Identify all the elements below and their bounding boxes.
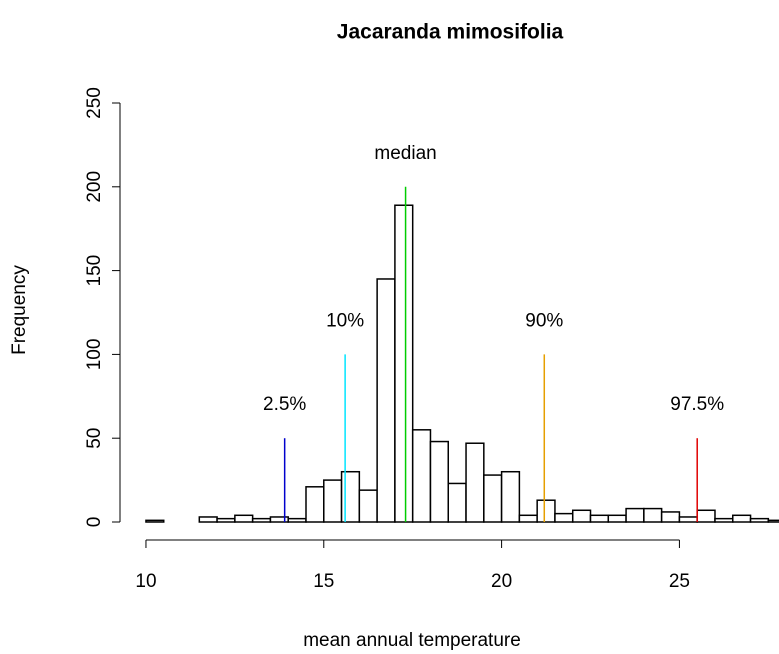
bar <box>518 514 538 523</box>
y-axis-label: Frequency <box>9 265 30 355</box>
y-tick-label: 150 <box>84 255 105 287</box>
bar <box>607 514 627 523</box>
bar <box>678 516 698 523</box>
x-tick-label: 25 <box>669 571 690 592</box>
quantile-label: median <box>374 143 436 164</box>
bar <box>323 479 343 523</box>
x-tick-label: 20 <box>491 571 512 592</box>
bar <box>376 278 396 523</box>
bar <box>251 517 272 523</box>
quantile-label: 97.5% <box>670 394 724 415</box>
x-tick-label: 10 <box>135 571 156 592</box>
bar <box>571 509 592 523</box>
bar <box>643 507 663 523</box>
bar <box>447 482 467 523</box>
bar <box>340 470 361 523</box>
x-axis-label: mean annual temperature <box>303 630 521 651</box>
bar <box>554 512 574 523</box>
bar <box>749 517 770 523</box>
quantile-label: 2.5% <box>263 394 306 415</box>
bar <box>269 516 289 523</box>
bar <box>198 516 218 523</box>
bar <box>660 511 681 523</box>
quantile-label: 90% <box>525 310 563 331</box>
bar <box>625 507 645 523</box>
bar <box>287 517 307 523</box>
bar <box>305 486 325 523</box>
y-tick-label: 200 <box>84 171 105 203</box>
bar <box>429 440 450 523</box>
bar <box>732 514 752 523</box>
bar <box>358 489 378 523</box>
bar <box>696 509 716 523</box>
bar <box>145 519 165 523</box>
y-tick-label: 100 <box>84 339 105 371</box>
bar <box>394 204 414 523</box>
bar <box>465 442 485 523</box>
bar <box>500 470 521 523</box>
bar <box>536 499 556 523</box>
y-tick-label: 0 <box>84 517 105 528</box>
bar <box>767 519 779 523</box>
quantile-label: 10% <box>326 310 364 331</box>
bar <box>483 474 503 523</box>
bar <box>714 517 734 523</box>
y-tick-label: 50 <box>84 428 105 449</box>
bar <box>216 517 236 523</box>
x-tick-label: 15 <box>313 571 334 592</box>
bar <box>411 429 432 523</box>
chart-title: Jacaranda mimosifolia <box>337 21 564 44</box>
y-tick-label: 250 <box>84 87 105 119</box>
bar <box>589 514 610 523</box>
bar <box>234 514 254 523</box>
